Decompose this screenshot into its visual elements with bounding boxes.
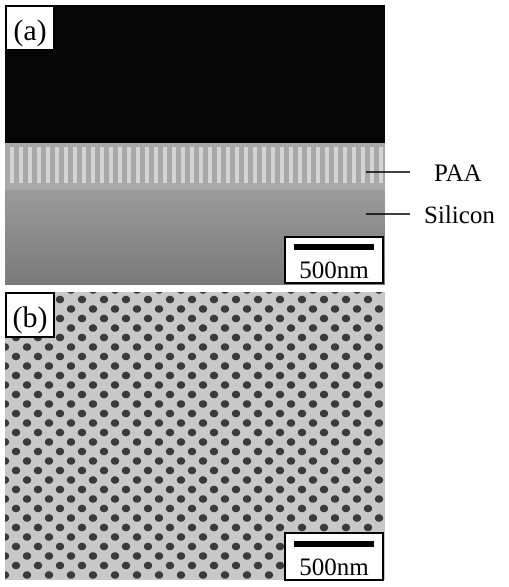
panel-a: (a) 500nm <box>5 5 385 285</box>
panel-label: (a) <box>13 14 46 47</box>
panel-b: (b) 500nm <box>5 292 385 581</box>
annotation: PAA <box>434 160 482 187</box>
vacuum-region <box>5 5 385 143</box>
paa-layer <box>5 143 385 190</box>
figure: (a) 500nm PAA Silicon (b) 500nm <box>0 0 509 582</box>
scale-bar-label: 500nm <box>299 554 369 581</box>
panel-label: (b) <box>13 301 48 334</box>
scale-bar <box>294 244 374 250</box>
annotation: Silicon <box>424 202 495 229</box>
scale-bar <box>294 541 374 547</box>
scale-bar-label: 500nm <box>299 257 369 284</box>
